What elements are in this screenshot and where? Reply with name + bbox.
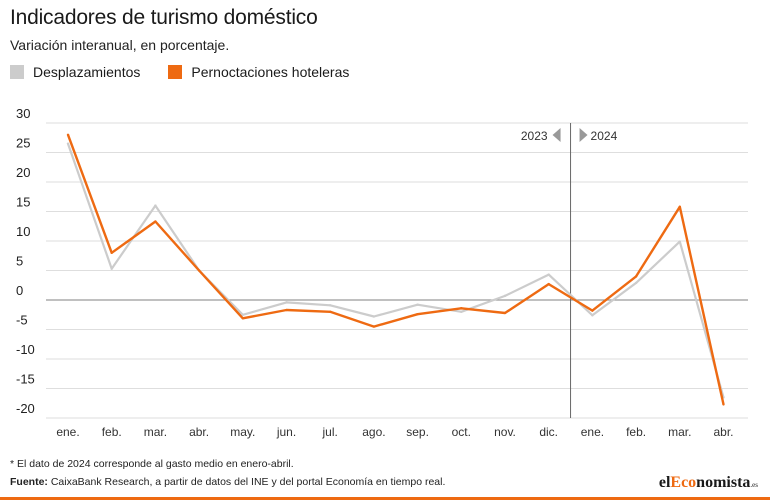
series-line-pernoctaciones bbox=[66, 134, 725, 405]
point-desplazamientos bbox=[634, 281, 638, 285]
y-tick-label: 10 bbox=[16, 224, 30, 239]
point-desplazamientos bbox=[460, 310, 463, 313]
y-tick-label: 25 bbox=[16, 136, 30, 151]
y-tick-label: 15 bbox=[16, 195, 30, 210]
point-desplazamientos bbox=[372, 315, 376, 318]
point-desplazamientos bbox=[154, 204, 157, 207]
x-tick-label: feb. bbox=[102, 425, 122, 439]
point-pernoctaciones bbox=[372, 325, 376, 328]
y-tick-label: -20 bbox=[16, 401, 35, 416]
point-pernoctaciones bbox=[722, 403, 725, 406]
point-pernoctaciones bbox=[66, 133, 70, 136]
point-desplazamientos bbox=[416, 303, 419, 306]
x-tick-label: mar. bbox=[668, 425, 691, 439]
source-line: Fuente: CaixaBank Research, a partir de … bbox=[10, 476, 445, 488]
brand-logo: elEconomista.es bbox=[658, 474, 758, 491]
y-tick-label: 30 bbox=[16, 106, 30, 121]
x-tick-label: abr. bbox=[189, 425, 209, 439]
chart-subtitle: Variación interanual, en porcentaje. bbox=[10, 37, 230, 53]
point-pernoctaciones bbox=[634, 275, 638, 278]
y-tick-label: 0 bbox=[16, 283, 23, 298]
y-tick-label: 20 bbox=[16, 165, 30, 180]
year-left-arrow bbox=[552, 128, 561, 142]
x-tick-label: oct. bbox=[452, 425, 471, 439]
point-desplazamientos bbox=[547, 273, 550, 276]
legend-label-pernoctaciones: Pernoctaciones hoteleras bbox=[191, 64, 350, 80]
year-right-arrow bbox=[579, 128, 588, 142]
x-tick-label: jul. bbox=[322, 425, 338, 439]
y-tick-label: -15 bbox=[16, 372, 35, 387]
point-pernoctaciones bbox=[591, 309, 594, 312]
legend-item-desplazamientos: Desplazamientos bbox=[10, 64, 140, 80]
source-text: CaixaBank Research, a partir de datos de… bbox=[47, 476, 446, 488]
point-pernoctaciones bbox=[460, 307, 463, 310]
point-pernoctaciones bbox=[678, 205, 681, 208]
point-desplazamientos bbox=[591, 314, 594, 317]
point-pernoctaciones bbox=[110, 251, 113, 254]
x-tick-label: dic. bbox=[539, 425, 558, 439]
point-pernoctaciones bbox=[503, 311, 507, 315]
x-tick-label: feb. bbox=[626, 425, 646, 439]
point-pernoctaciones bbox=[547, 282, 550, 286]
point-pernoctaciones bbox=[285, 308, 288, 312]
x-tick-label: mar. bbox=[144, 425, 167, 439]
year-label-right: 2024 bbox=[591, 129, 618, 143]
legend-label-desplazamientos: Desplazamientos bbox=[33, 64, 141, 80]
legend-swatch-desplazamientos bbox=[10, 65, 24, 79]
x-tick-label: may. bbox=[230, 425, 255, 439]
y-tick-label: 5 bbox=[16, 254, 23, 269]
legend-item-pernoctaciones: Pernoctaciones hoteleras bbox=[168, 64, 349, 80]
x-tick-label: ago. bbox=[362, 425, 385, 439]
x-tick-label: ene. bbox=[56, 425, 79, 439]
line-chart: 30 25 20 15 10 5 0 -5 -10 -15 -20 ene. feb. mar. abr. m… bbox=[16, 106, 748, 439]
x-tick-label: ene. bbox=[581, 425, 604, 439]
footnote: * El dato de 2024 corresponde al gasto m… bbox=[10, 458, 294, 470]
chart-title: Indicadores de turismo doméstico bbox=[10, 6, 318, 29]
x-tick-label: nov. bbox=[494, 425, 516, 439]
point-desplazamientos bbox=[285, 301, 288, 304]
x-tick-label: sep. bbox=[406, 425, 429, 439]
point-pernoctaciones bbox=[154, 220, 157, 223]
year-label-left: 2023 bbox=[521, 129, 548, 143]
point-desplazamientos bbox=[66, 142, 70, 145]
legend-swatch-pernoctaciones bbox=[168, 65, 183, 79]
point-desplazamientos bbox=[241, 313, 244, 316]
y-tick-label: -10 bbox=[16, 342, 35, 357]
point-desplazamientos bbox=[110, 267, 113, 270]
point-desplazamientos bbox=[678, 240, 681, 243]
source-label: Fuente: bbox=[10, 476, 48, 488]
point-pernoctaciones bbox=[416, 312, 419, 316]
y-tick-label: -5 bbox=[16, 313, 28, 328]
series-line-desplazamientos bbox=[66, 143, 725, 398]
point-pernoctaciones bbox=[197, 269, 201, 272]
point-desplazamientos bbox=[329, 304, 332, 307]
x-tick-label: jun. bbox=[276, 425, 296, 439]
point-pernoctaciones bbox=[329, 310, 332, 313]
bottom-rule bbox=[0, 497, 770, 500]
x-tick-label: abr. bbox=[713, 425, 733, 439]
point-pernoctaciones bbox=[241, 317, 244, 320]
point-desplazamientos bbox=[503, 294, 507, 298]
legend: Desplazamientos Pernoctaciones hoteleras bbox=[10, 64, 377, 80]
